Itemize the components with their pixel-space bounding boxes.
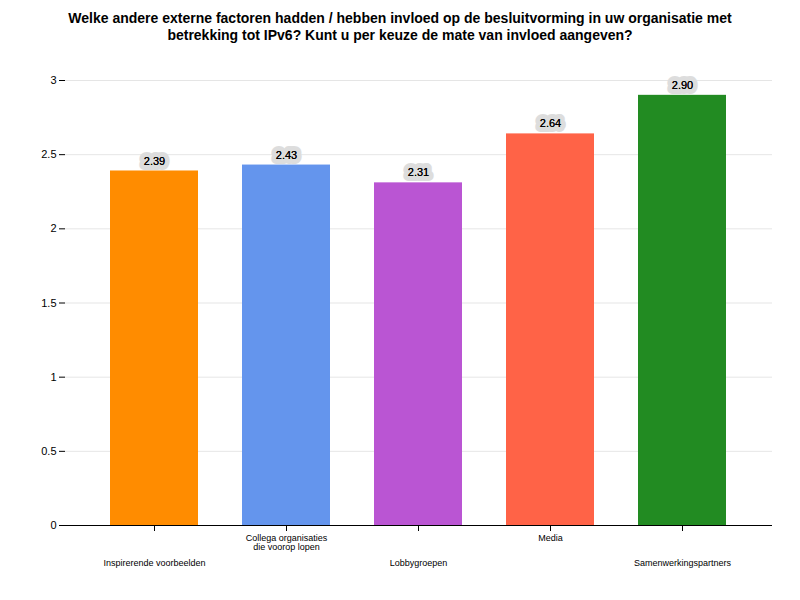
svg-text:Samenwerkingspartners: Samenwerkingspartners xyxy=(634,558,732,568)
svg-text:2.39: 2.39 xyxy=(144,155,165,167)
svg-text:Lobbygroepen: Lobbygroepen xyxy=(390,558,448,568)
svg-text:2.5: 2.5 xyxy=(41,148,56,160)
svg-text:2.64: 2.64 xyxy=(540,117,561,129)
svg-text:0: 0 xyxy=(50,519,56,531)
svg-text:2: 2 xyxy=(50,222,56,234)
svg-text:1: 1 xyxy=(50,371,56,383)
svg-text:Inspirerende voorbeelden: Inspirerende voorbeelden xyxy=(103,558,205,568)
svg-text:0.5: 0.5 xyxy=(41,445,56,457)
svg-text:2.64: 2.64 xyxy=(540,117,561,129)
svg-text:2.43: 2.43 xyxy=(276,149,297,161)
svg-text:2.90: 2.90 xyxy=(672,79,693,91)
svg-text:2.31: 2.31 xyxy=(408,166,429,178)
svg-text:2.90: 2.90 xyxy=(672,79,693,91)
svg-text:2.39: 2.39 xyxy=(144,155,165,167)
svg-text:1.5: 1.5 xyxy=(41,297,56,309)
html-text:Welke andere externe factoren: Welke andere externe factoren hadden / h… xyxy=(68,10,732,43)
svg-text:3: 3 xyxy=(50,74,56,86)
svg-text:Media: Media xyxy=(538,533,563,543)
svg-text:2.31: 2.31 xyxy=(408,166,429,178)
svg-text:Collega organisatiesdie voorop: Collega organisatiesdie voorop lopen xyxy=(246,533,328,552)
svg-text:2.43: 2.43 xyxy=(276,149,297,161)
